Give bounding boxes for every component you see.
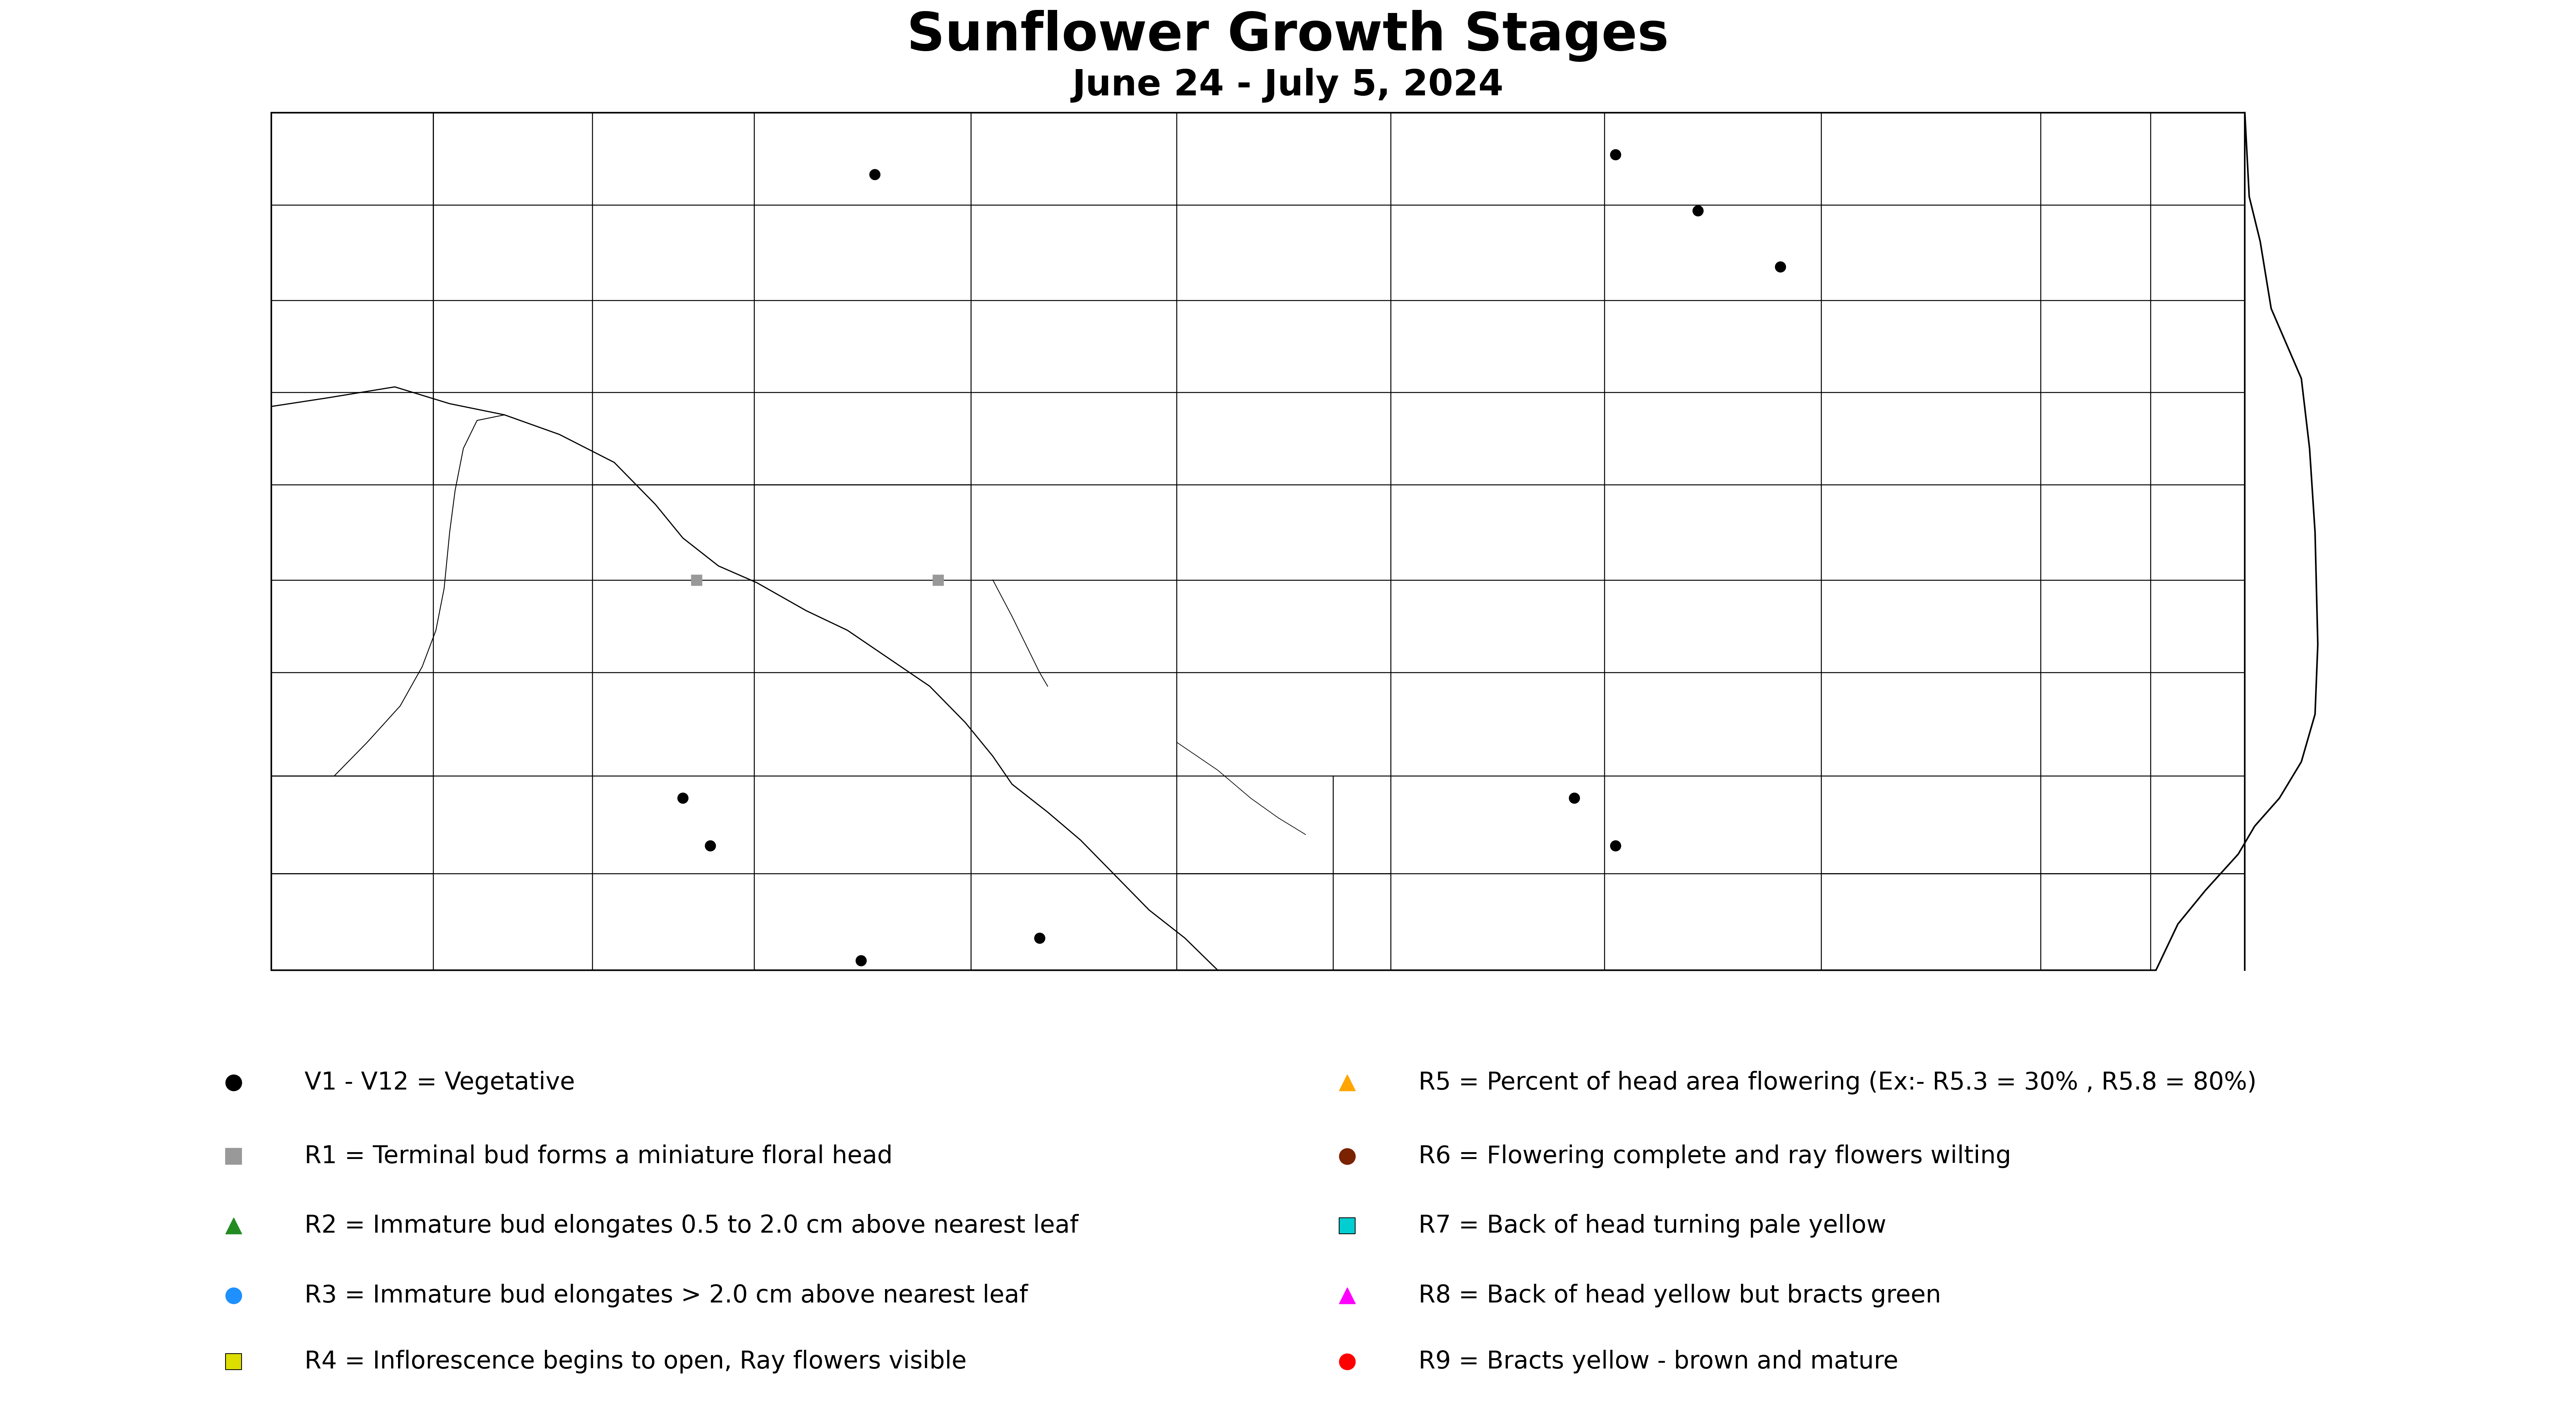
Text: R7 = Back of head turning pale yellow: R7 = Back of head turning pale yellow — [1419, 1214, 1886, 1238]
Point — [855, 162, 896, 185]
Point — [1327, 1072, 1368, 1094]
Point — [1553, 786, 1595, 809]
Point — [662, 786, 703, 809]
Point — [1327, 1145, 1368, 1168]
Text: R4 = Inflorescence begins to open, Ray flowers visible: R4 = Inflorescence begins to open, Ray f… — [304, 1350, 966, 1374]
Point — [690, 834, 732, 857]
Text: June 24 - July 5, 2024: June 24 - July 5, 2024 — [1072, 68, 1504, 103]
Text: Sunflower Growth Stages: Sunflower Growth Stages — [907, 10, 1669, 62]
Point — [1327, 1214, 1368, 1237]
Point — [1327, 1285, 1368, 1308]
Text: R2 = Immature bud elongates 0.5 to 2.0 cm above nearest leaf: R2 = Immature bud elongates 0.5 to 2.0 c… — [304, 1214, 1079, 1238]
Point — [1020, 926, 1061, 949]
Point — [917, 569, 958, 592]
Text: R9 = Bracts yellow - brown and mature: R9 = Bracts yellow - brown and mature — [1419, 1350, 1899, 1374]
Point — [1327, 1350, 1368, 1372]
Point — [1595, 144, 1636, 167]
Point — [214, 1145, 255, 1168]
Text: V1 - V12 = Vegetative: V1 - V12 = Vegetative — [304, 1070, 574, 1094]
Point — [214, 1214, 255, 1237]
Point — [1595, 834, 1636, 857]
Point — [1759, 256, 1801, 278]
Point — [675, 569, 716, 592]
Text: R3 = Immature bud elongates > 2.0 cm above nearest leaf: R3 = Immature bud elongates > 2.0 cm abo… — [304, 1284, 1028, 1308]
Text: R8 = Back of head yellow but bracts green: R8 = Back of head yellow but bracts gree… — [1419, 1284, 1940, 1308]
Point — [1677, 199, 1718, 222]
Point — [214, 1285, 255, 1308]
Polygon shape — [270, 113, 2318, 970]
Text: R5 = Percent of head area flowering (Ex:- R5.3 = 30% , R5.8 = 80%): R5 = Percent of head area flowering (Ex:… — [1419, 1070, 2257, 1094]
Point — [214, 1072, 255, 1094]
Point — [840, 949, 881, 971]
Text: R6 = Flowering complete and ray flowers wilting: R6 = Flowering complete and ray flowers … — [1419, 1144, 2012, 1168]
Text: R1 = Terminal bud forms a miniature floral head: R1 = Terminal bud forms a miniature flor… — [304, 1144, 891, 1168]
Point — [214, 1350, 255, 1372]
